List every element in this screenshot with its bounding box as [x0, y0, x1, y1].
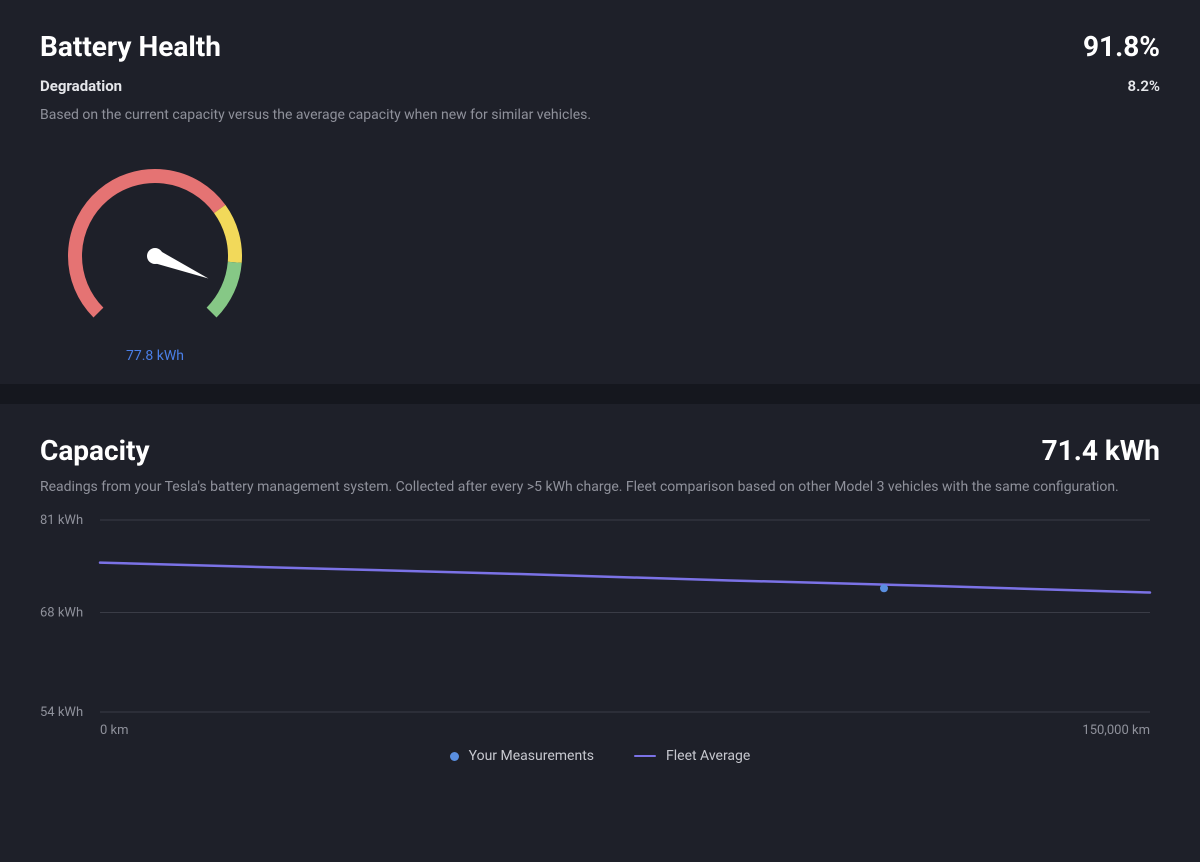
- panel-title: Battery Health: [40, 30, 221, 63]
- legend-fleet: Fleet Average: [634, 748, 750, 764]
- panel-divider: [0, 384, 1200, 404]
- svg-text:68 kWh: 68 kWh: [40, 605, 83, 620]
- health-description: Based on the current capacity versus the…: [40, 105, 1160, 126]
- svg-text:0 km: 0 km: [100, 723, 129, 738]
- panel-header: Capacity 71.4 kWh: [40, 434, 1160, 467]
- svg-text:81 kWh: 81 kWh: [40, 513, 83, 528]
- capacity-description: Readings from your Tesla's battery manag…: [40, 477, 1160, 498]
- capacity-panel: Capacity 71.4 kWh Readings from your Tes…: [0, 404, 1200, 784]
- capacity-chart: 81 kWh 68 kWh 54 kWh 0 km 150,000 km: [40, 510, 1160, 740]
- svg-text:150,000 km: 150,000 km: [1082, 723, 1150, 738]
- panel-header: Battery Health 91.8%: [40, 30, 1160, 63]
- battery-health-panel: Battery Health 91.8% Degradation 8.2% Ba…: [0, 0, 1200, 384]
- health-gauge: 77.8 kWh: [40, 146, 270, 364]
- capacity-value: 71.4 kWh: [1042, 434, 1160, 467]
- gauge-svg: [40, 146, 270, 346]
- health-value: 91.8%: [1083, 30, 1160, 63]
- legend-user-marker-icon: [450, 752, 459, 761]
- gauge-label: 77.8 kWh: [40, 348, 270, 364]
- panel-subheader: Degradation 8.2%: [40, 77, 1160, 95]
- legend-user: Your Measurements: [450, 748, 594, 764]
- svg-text:54 kWh: 54 kWh: [40, 705, 83, 720]
- degradation-value: 8.2%: [1128, 77, 1160, 95]
- legend-user-label: Your Measurements: [469, 748, 594, 764]
- capacity-chart-svg: 81 kWh 68 kWh 54 kWh 0 km 150,000 km: [40, 510, 1160, 740]
- chart-legend: Your Measurements Fleet Average: [40, 748, 1160, 764]
- legend-fleet-label: Fleet Average: [666, 748, 750, 764]
- panel-title: Capacity: [40, 434, 150, 467]
- legend-fleet-marker-icon: [634, 755, 656, 758]
- degradation-label: Degradation: [40, 77, 122, 95]
